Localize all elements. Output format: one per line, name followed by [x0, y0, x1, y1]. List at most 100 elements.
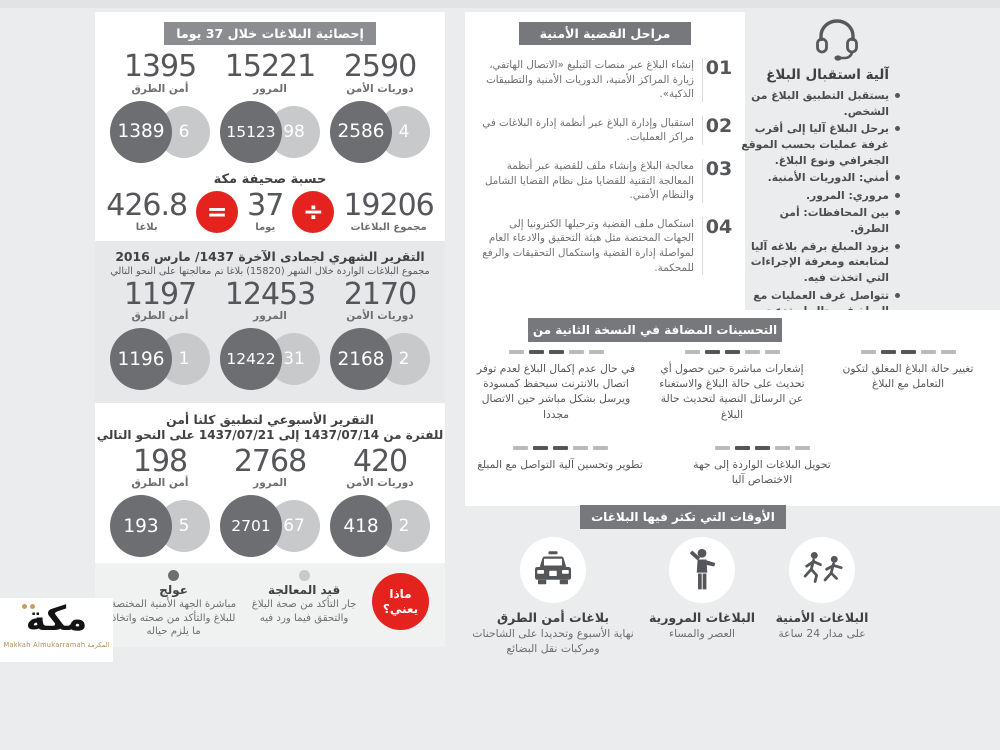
reception-list: يستقبل التطبيق البلاغ من الشخص. يرحل الب…	[740, 88, 900, 335]
processed-count-circle: 1389	[110, 100, 172, 163]
processed-count-circle: 2168	[330, 328, 392, 391]
logo-name: مكة	[25, 599, 88, 639]
stat-circles: 5 193	[105, 494, 215, 558]
stage-text: معالجة البلاغ وإنشاء ملف للقضية عبر أنظم…	[479, 159, 703, 203]
calc-result-number: 426.8	[106, 187, 188, 223]
stage-number: 02	[705, 114, 733, 137]
legend-pending-text: جار التأكد من صحة البلاغ والتحقق فيما ور…	[251, 599, 357, 624]
running-thieves-icon	[789, 537, 855, 603]
calc-title: حسبة صحيفة مكة	[213, 171, 327, 187]
stat-label: المرور	[253, 477, 287, 490]
time-title: البلاغات المرورية	[648, 610, 756, 625]
stat-group-security-patrols: 420 دوريات الأمن 2 418	[325, 446, 435, 559]
stages-panel: مراحل القضية الأمنية 01 إنشاء البلاغ عبر…	[465, 12, 745, 506]
processed-count-circle: 193	[110, 495, 172, 558]
reception-bullet: أمني: الدوريات الأمنية.	[740, 170, 900, 186]
calc-result: 426.8 بلاغا	[106, 187, 188, 233]
stat-total: 1395	[123, 49, 197, 84]
legend-pending: قيد المعالجة جار التأكد من صحة البلاغ وا…	[248, 570, 360, 625]
stage-text: إنشاء البلاغ عبر منصات التبليغ «الاتصال …	[479, 58, 703, 102]
reception-bullet: بين المحافظات: أمن الطرق.	[740, 205, 900, 236]
weekly-subtitle: للفترة من 1437/07/14 إلى 1437/07/21 على …	[96, 428, 444, 443]
time-item-traffic: البلاغات المرورية العصر والمساء	[640, 537, 764, 642]
top-band	[0, 0, 1000, 8]
time-desc: على مدار 24 ساعة	[778, 627, 866, 640]
improvement-text: تحويل البلاغات الواردة إلى جهة الاختصاص …	[693, 458, 831, 487]
stat-label: أمن الطرق	[131, 82, 189, 95]
time-item-road-security: بلاغات أمن الطرق نهاية الأسبوع وتحديدا ع…	[468, 537, 638, 657]
dashes-decoration	[476, 446, 644, 450]
legend-strip: ماذا يعني؟ قيد المعالجة جار التأكد من صح…	[95, 563, 445, 647]
monthly-stats-row: 2170 دوريات الأمن 2 2168 12453 المرور 31…	[95, 279, 445, 392]
time-desc: نهاية الأسبوع وتحديدا على الشاحنات ومركب…	[472, 627, 634, 655]
time-desc: العصر والمساء	[669, 627, 735, 640]
stat-group-road-security: 1395 أمن الطرق 6 1389	[105, 51, 215, 164]
monthly-subtitle: مجموع البلاغات الواردة خلال الشهر (15820…	[110, 265, 430, 277]
stat-total: 2768	[233, 443, 307, 479]
dashes-decoration	[672, 446, 852, 450]
pending-dot-icon	[298, 570, 310, 581]
monthly-title: التقرير الشهري لجمادى الآخرة 1437/ مارس …	[115, 248, 425, 264]
stage-number: 03	[705, 158, 733, 181]
calc-total-number: 19206	[343, 187, 434, 223]
stat-total: 198	[132, 443, 188, 479]
stat-total: 2170	[343, 276, 417, 312]
reception-panel: آلية استقبال البلاغ يستقبل التطبيق البلا…	[740, 16, 900, 337]
processed-count-circle: 418	[330, 495, 392, 558]
stage-number: 01	[705, 57, 733, 79]
improvement-text: في حال عدم إكمال البلاغ لعدم توفر اتصال …	[476, 362, 636, 421]
improvement-item: تغيير حالة البلاغ المغلق لتكون التعامل م…	[820, 350, 996, 422]
stat-group-security-patrols: 2590 دوريات الأمن 4 2586	[325, 51, 435, 164]
divide-icon: ÷	[292, 190, 335, 233]
improvements-header-bar: التحسينات المضافة في النسخة الثانية من ا…	[528, 318, 782, 361]
calc-days-number: 37	[247, 187, 284, 223]
improvement-item: إشعارات مباشرة حين حصول أي تحديث على حال…	[644, 350, 820, 422]
traffic-officer-icon	[669, 537, 735, 603]
logo-dots-icon	[22, 604, 35, 609]
stat-circles: 31 12422	[215, 327, 325, 391]
police-car-icon	[520, 537, 586, 603]
stat-label: دوريات الأمن	[346, 310, 414, 323]
processed-dot-icon	[168, 570, 180, 581]
stage-number: 04	[705, 215, 733, 238]
stat-circles: 2 2168	[325, 327, 435, 391]
stat-circles: 4 2586	[325, 100, 435, 164]
makkah-calculation: 19206 مجموع البلاغات ÷ 37 يوما = 426.8 ب…	[95, 189, 445, 233]
stat-label: المرور	[253, 310, 287, 323]
calc-days: 37 يوما	[247, 187, 284, 233]
logo-caption: المكرمة Makkah Almukarramah	[3, 640, 110, 649]
improvement-item: في حال عدم إكمال البلاغ لعدم توفر اتصال …	[468, 350, 644, 422]
legend-pending-title: قيد المعالجة	[267, 583, 341, 597]
stat-group-traffic: 12453 المرور 31 12422	[215, 279, 325, 392]
processed-count-circle: 2701	[220, 495, 282, 558]
weekly-stats-section: التقرير الأسبوعي لتطبيق كلنا أمن للفترة …	[95, 403, 445, 558]
makkah-logo: مكة المكرمة Makkah Almukarramah	[0, 598, 113, 662]
stage-item-02: 02 استقبال وإدارة البلاغ عبر أنظمة إدارة…	[465, 114, 745, 146]
reception-bullet: يستقبل التطبيق البلاغ من الشخص.	[740, 88, 900, 119]
stat-group-security-patrols: 2170 دوريات الأمن 2 2168	[325, 279, 435, 392]
stages-header-bar: مراحل القضية الأمنية	[519, 22, 691, 45]
processed-count-circle: 12422	[220, 328, 282, 391]
legend-processed-text: مباشرة الجهة الأمنية المختصة للبلاغ والت…	[111, 599, 237, 638]
stat-group-traffic: 15221 المرور 98 15123	[215, 51, 325, 164]
improvement-text: تطوير وتحسين آلية التواصل مع المبلغ	[477, 458, 643, 471]
stage-item-03: 03 معالجة البلاغ وإنشاء ملف للقضية عبر أ…	[465, 159, 745, 203]
calc-total-reports: 19206 مجموع البلاغات	[343, 187, 434, 233]
time-item-security: البلاغات الأمنية على مدار 24 ساعة	[760, 537, 884, 642]
calc-days-label: يوما	[255, 221, 276, 233]
stat-label: دوريات الأمن	[346, 477, 414, 490]
stat-label: دوريات الأمن	[346, 82, 414, 95]
dashes-decoration	[476, 350, 636, 354]
time-title: البلاغات الأمنية	[775, 610, 869, 625]
legend-processed-title: عولج	[159, 583, 188, 597]
dashes-decoration	[652, 350, 812, 354]
stat-label: أمن الطرق	[131, 477, 189, 490]
stat-total: 2590	[343, 49, 417, 84]
stage-item-04: 04 استكمال ملف القضية وترحيلها الكترونيا…	[465, 215, 745, 276]
stat-circles: 1 1196	[105, 327, 215, 391]
equals-icon: =	[196, 190, 239, 233]
stats-header-bar: إحصائية البلاغات خلال 37 يوما	[164, 22, 376, 45]
what-does-it-mean-badge: ماذا يعني؟	[372, 573, 429, 630]
calc-result-label: بلاغا	[135, 221, 158, 233]
